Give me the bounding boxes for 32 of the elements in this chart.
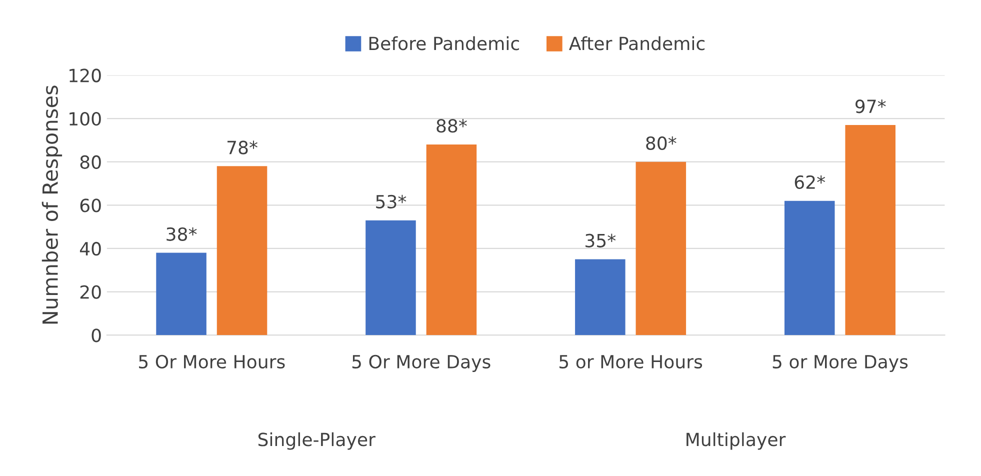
legend-label: After Pandemic <box>569 36 705 50</box>
bar <box>366 220 416 336</box>
y-tick-label: 0 <box>92 328 101 342</box>
data-label: 53* <box>376 194 406 208</box>
bar <box>784 200 835 336</box>
x-tick-label: 5 or More Days <box>772 355 908 372</box>
bar <box>636 162 686 336</box>
bar <box>156 252 206 336</box>
y-tick-label: 120 <box>70 68 101 82</box>
data-label: 97* <box>855 100 886 114</box>
text: Multiplayer <box>686 432 786 450</box>
y-tick-label: 60 <box>80 198 101 212</box>
y-tick-label: 40 <box>80 242 101 256</box>
y-tick-label: 100 <box>70 112 101 126</box>
y-tick-label: 20 <box>80 285 101 299</box>
y-axis-title: Numnber of Responses <box>42 86 62 324</box>
y-tick-label: 80 <box>80 155 101 169</box>
legend-label: Before Pandemic <box>369 36 519 50</box>
data-label: 38* <box>166 227 197 241</box>
data-label: 35* <box>586 234 616 248</box>
x-tick-label: 5 Or More Hours <box>139 354 285 369</box>
bar <box>575 259 626 336</box>
data-label: 80* <box>646 136 676 150</box>
data-label: 78* <box>228 140 258 154</box>
text: Single-Player <box>258 432 376 450</box>
x-tick-label: 5 Or More Days <box>352 354 490 372</box>
bar <box>426 144 477 336</box>
data-label: 62* <box>794 175 826 189</box>
bar <box>845 125 896 336</box>
bar <box>216 166 268 336</box>
x-tick-label: 5 or More Hours <box>560 355 702 369</box>
data-label: 88* <box>436 119 467 133</box>
